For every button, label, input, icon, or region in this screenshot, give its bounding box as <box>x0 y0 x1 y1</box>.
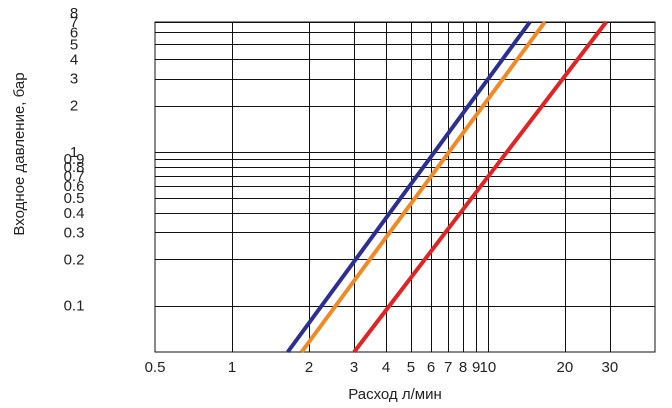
y-tick-label: 8 <box>70 5 78 22</box>
y-tick-label: 0.6 <box>64 178 85 195</box>
series-line-2 <box>299 20 547 354</box>
x-tick-label: 6 <box>427 359 435 376</box>
y-tick-label: 6 <box>70 24 78 41</box>
x-tick-labels: 0.5 1 2 3 4 5 6 7 8 9 10 20 30 <box>145 359 619 376</box>
x-tick-label: 20 <box>557 359 574 376</box>
x-tick-label: 5 <box>407 359 415 376</box>
y-tick-label: 3 <box>70 71 78 88</box>
y-tick-label: 5 <box>70 37 78 54</box>
x-tick-label: 4 <box>382 359 390 376</box>
y-tick-label: 0.4 <box>64 205 85 222</box>
x-tick-label: 7 <box>444 359 452 376</box>
y-tick-label: 0.3 <box>64 224 85 241</box>
x-tick-label: 9 <box>472 359 480 376</box>
y-tick-label: 0.5 <box>64 190 85 207</box>
x-tick-label: 0.5 <box>145 359 166 376</box>
y-tick-label: 0.7 <box>64 168 85 185</box>
x-axis-label: Расход л/мин <box>348 386 442 403</box>
y-tick-label: 1 <box>70 144 78 161</box>
series-lines <box>286 20 608 354</box>
x-tick-label: 1 <box>228 359 236 376</box>
y-tick-label: 0.2 <box>64 251 85 268</box>
x-tick-label: 30 <box>602 359 619 376</box>
y-axis-label: Входное давление, бар <box>11 72 28 235</box>
y-tick-label: 0.1 <box>64 298 85 315</box>
y-tick-label: 7 <box>70 14 78 31</box>
series-line-3 <box>352 20 608 354</box>
x-tick-label: 10 <box>480 359 497 376</box>
x-tick-label: 2 <box>305 359 313 376</box>
series-line-1 <box>286 20 532 354</box>
grid <box>154 21 656 353</box>
y-tick-label: 2 <box>70 98 78 115</box>
x-tick-label: 8 <box>459 359 467 376</box>
y-tick-label: 4 <box>70 51 78 68</box>
y-tick-label: 0.8 <box>64 159 85 176</box>
y-tick-label: 0.9 <box>64 151 85 168</box>
x-tick-label: 3 <box>350 359 358 376</box>
